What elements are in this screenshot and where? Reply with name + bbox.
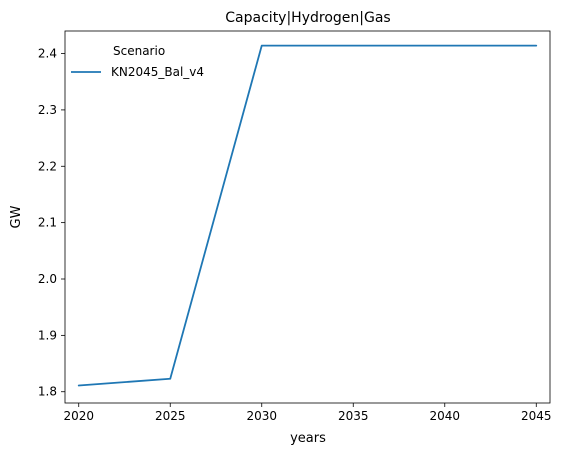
x-tick-label: 2045 — [521, 409, 552, 423]
x-tick-label: 2040 — [429, 409, 460, 423]
y-tick-label: 2.0 — [38, 272, 57, 286]
plot-area: 2020 2025 2030 2035 2040 2045 1.8 1.9 2.0 2.1 2.2… — [38, 30, 552, 423]
chart-title: Capacity|Hydrogen|Gas — [225, 10, 390, 26]
y-axis: 1.8 1.9 2.0 2.1 2.2 2.3 2.4 — [38, 47, 65, 399]
x-tick-label: 2025 — [155, 409, 186, 423]
y-tick-label: 2.1 — [38, 216, 57, 230]
x-tick-label: 2030 — [246, 409, 277, 423]
x-tick-label: 2020 — [63, 409, 94, 423]
legend-series-label: KN2045_Bal_v4 — [111, 65, 204, 79]
legend-title: Scenario — [113, 44, 165, 58]
y-tick-label: 2.2 — [38, 159, 57, 173]
plot-frame — [64, 30, 551, 404]
y-axis-label: GW — [9, 205, 24, 228]
series-line-0 — [77, 44, 538, 387]
y-tick-label: 2.4 — [38, 47, 57, 61]
x-axis: 2020 2025 2030 2035 2040 2045 — [63, 403, 552, 423]
y-tick-label: 1.9 — [38, 328, 57, 342]
x-tick-label: 2035 — [338, 409, 369, 423]
legend: Scenario KN2045_Bal_v4 — [71, 44, 204, 79]
y-tick-label: 1.8 — [38, 385, 57, 399]
y-tick-label: 2.3 — [38, 103, 57, 117]
x-axis-label: years — [290, 431, 326, 446]
series-layer — [77, 44, 538, 387]
